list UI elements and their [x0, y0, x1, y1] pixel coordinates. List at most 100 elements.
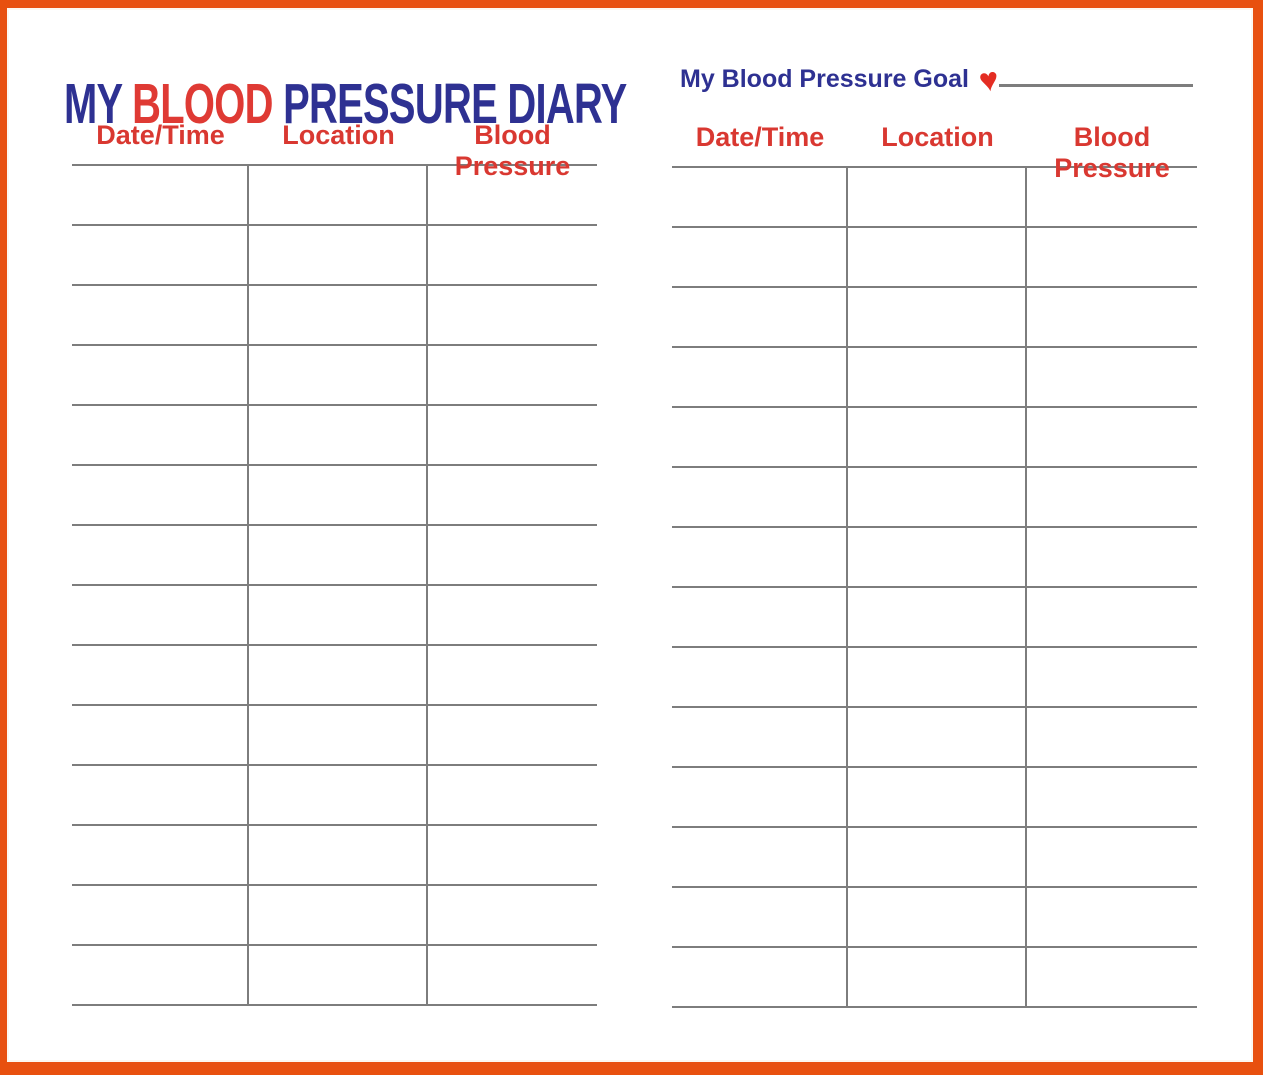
- table-cell-blank: [249, 526, 428, 584]
- right-table-grid: [672, 166, 1197, 1008]
- right-header-date-time: Date/Time: [695, 122, 825, 152]
- table-row: [72, 524, 597, 584]
- table-cell-blank: [1027, 648, 1197, 706]
- table-cell-blank: [72, 946, 249, 1004]
- table-cell-blank: [672, 828, 848, 886]
- table-row: [72, 164, 597, 224]
- table-cell-blank: [428, 286, 597, 344]
- table-cell-blank: [1027, 708, 1197, 766]
- table-row: [672, 886, 1197, 946]
- table-row: [72, 344, 597, 404]
- table-cell-blank: [1027, 288, 1197, 346]
- table-cell-blank: [428, 946, 597, 1004]
- table-cell-blank: [848, 768, 1027, 826]
- table-cell-blank: [848, 708, 1027, 766]
- table-cell-blank: [1027, 348, 1197, 406]
- table-cell-blank: [848, 468, 1027, 526]
- left-header-date-time: Date/Time: [96, 120, 225, 150]
- table-cell-blank: [428, 886, 597, 944]
- title-part-rest: PRESSURE DIARY: [272, 72, 627, 137]
- left-header-blood-pressure: Blood Pressure: [454, 120, 571, 181]
- table-cell-blank: [249, 946, 428, 1004]
- table-cell-blank: [672, 288, 848, 346]
- table-cell-blank: [428, 646, 597, 704]
- table-cell-blank: [249, 466, 428, 524]
- title-part-my: MY: [64, 72, 133, 137]
- table-cell-blank: [848, 588, 1027, 646]
- table-cell-blank: [72, 886, 249, 944]
- table-cell-blank: [72, 226, 249, 284]
- table-cell-blank: [249, 586, 428, 644]
- table-row: [72, 584, 597, 644]
- table-row: [72, 704, 597, 764]
- table-cell-blank: [848, 288, 1027, 346]
- table-cell-blank: [428, 466, 597, 524]
- table-cell-blank: [428, 526, 597, 584]
- table-cell-blank: [848, 648, 1027, 706]
- table-cell-blank: [672, 468, 848, 526]
- table-row: [672, 406, 1197, 466]
- table-cell-blank: [428, 406, 597, 464]
- table-cell-blank: [848, 168, 1027, 226]
- title-part-blood: BLOOD: [132, 72, 273, 137]
- table-row: [72, 944, 597, 1004]
- table-cell-blank: [672, 768, 848, 826]
- table-cell-blank: [848, 228, 1027, 286]
- table-cell-blank: [428, 826, 597, 884]
- table-row: [72, 764, 597, 824]
- table-cell-blank: [848, 528, 1027, 586]
- table-cell-blank: [1027, 468, 1197, 526]
- right-header-blood-pressure: Blood Pressure: [1054, 122, 1170, 183]
- table-row: [672, 466, 1197, 526]
- table-cell-blank: [848, 828, 1027, 886]
- page-title: MY BLOOD PRESSURE DIARY: [64, 76, 627, 133]
- table-cell-blank: [249, 766, 428, 824]
- table-row: [72, 284, 597, 344]
- table-cell-blank: [848, 948, 1027, 1006]
- table-cell-blank: [249, 346, 428, 404]
- table-cell-blank: [249, 286, 428, 344]
- table-cell-blank: [672, 588, 848, 646]
- table-cell-blank: [72, 826, 249, 884]
- table-row: [672, 706, 1197, 766]
- table-cell-blank: [72, 466, 249, 524]
- table-cell-blank: [672, 408, 848, 466]
- table-cell-blank: [72, 766, 249, 824]
- table-cell-blank: [72, 346, 249, 404]
- table-cell-blank: [672, 168, 848, 226]
- table-row: [72, 824, 597, 884]
- table-cell-blank: [848, 348, 1027, 406]
- table-cell-blank: [1027, 888, 1197, 946]
- table-row: [672, 526, 1197, 586]
- heart-icon: ♥: [976, 59, 1001, 100]
- table-cell-blank: [72, 586, 249, 644]
- table-row: [672, 226, 1197, 286]
- table-row: [672, 766, 1197, 826]
- goal-label: My Blood Pressure Goal: [680, 65, 969, 93]
- table-cell-blank: [249, 226, 428, 284]
- table-cell-blank: [249, 406, 428, 464]
- table-cell-blank: [1027, 408, 1197, 466]
- table-cell-blank: [672, 888, 848, 946]
- table-cell-blank: [428, 226, 597, 284]
- table-cell-blank: [1027, 228, 1197, 286]
- table-row: [72, 404, 597, 464]
- table-cell-blank: [848, 408, 1027, 466]
- table-row: [672, 946, 1197, 1006]
- table-row: [72, 224, 597, 284]
- table-cell-blank: [672, 648, 848, 706]
- table-row: [72, 464, 597, 524]
- table-row: [672, 286, 1197, 346]
- table-cell-blank: [672, 348, 848, 406]
- table-row: [672, 346, 1197, 406]
- table-cell-blank: [672, 528, 848, 586]
- table-cell-blank: [1027, 528, 1197, 586]
- table-row: [672, 646, 1197, 706]
- table-cell-blank: [1027, 948, 1197, 1006]
- table-cell-blank: [72, 166, 249, 224]
- table-cell-blank: [72, 646, 249, 704]
- table-row: [672, 586, 1197, 646]
- table-row: [72, 884, 597, 944]
- table-cell-blank: [1027, 828, 1197, 886]
- right-header-location: Location: [881, 122, 994, 152]
